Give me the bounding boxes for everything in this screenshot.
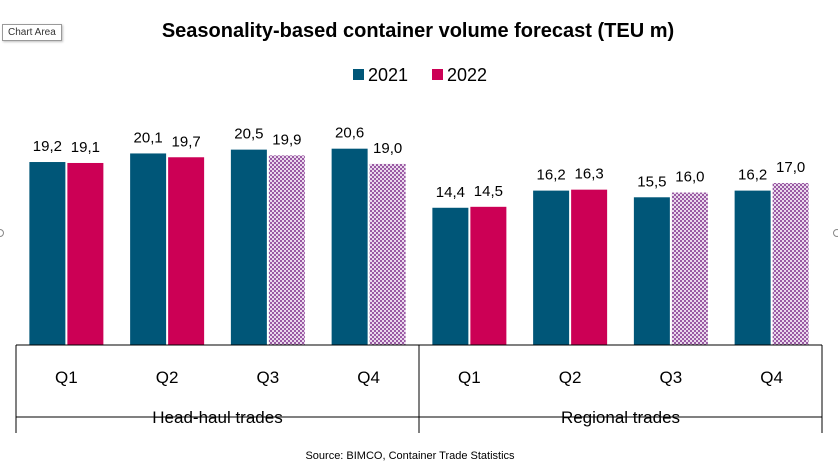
data-label-2022-3: 19,9 xyxy=(272,131,301,148)
bar-2022-6 xyxy=(571,189,608,345)
legend-swatch-2021 xyxy=(353,69,364,80)
data-label-2021-4: 20,6 xyxy=(335,125,364,142)
category-label-4: Q4 xyxy=(357,368,380,387)
bar-2021-3 xyxy=(230,149,267,345)
bar-2022-8 xyxy=(772,182,809,345)
data-label-2022-5: 14,5 xyxy=(474,183,503,200)
category-label-6: Q2 xyxy=(559,368,582,387)
bars: 19,2 19,1 20,1 19,7 20,5 19,9 20,6 19,0 14,4 14,5… xyxy=(29,125,809,345)
bar-2021-6 xyxy=(533,190,570,345)
data-label-2021-7: 15,5 xyxy=(637,173,666,190)
bar-2021-7 xyxy=(633,197,670,345)
bar-2022-2 xyxy=(168,157,205,345)
source-note: Source: BIMCO, Container Trade Statistic… xyxy=(305,450,515,462)
data-label-2022-8: 17,0 xyxy=(776,159,805,176)
data-label-2021-8: 16,2 xyxy=(738,167,767,184)
data-label-2022-2: 19,7 xyxy=(172,133,201,150)
bar-2022-4 xyxy=(369,163,406,345)
data-label-2021-2: 20,1 xyxy=(134,129,163,146)
bar-2022-1 xyxy=(67,162,104,345)
bar-2021-4 xyxy=(331,148,368,345)
category-label-5: Q1 xyxy=(458,368,481,387)
data-label-2021-5: 14,4 xyxy=(436,184,465,201)
legend: 2021 2022 xyxy=(353,65,487,85)
category-axis: Q1 Q2 Q3 Q4 Q1 Q2 Q3 Q4 Head-haul trades Regional… xyxy=(15,344,823,433)
legend-swatch-2022 xyxy=(432,69,443,80)
group-label-2: Regional trades xyxy=(561,408,680,427)
category-label-2: Q2 xyxy=(156,368,179,387)
category-label-7: Q3 xyxy=(660,368,683,387)
data-label-2021-1: 19,2 xyxy=(33,138,62,155)
chart-title: Seasonality-based container volume forec… xyxy=(162,20,674,42)
bar-2021-8 xyxy=(734,190,771,345)
right-resize-handle[interactable] xyxy=(833,229,838,237)
chart-area-tooltip: Chart Area xyxy=(2,24,62,41)
data-label-2022-4: 19,0 xyxy=(373,140,402,157)
category-label-8: Q4 xyxy=(760,368,783,387)
bar-2021-1 xyxy=(29,162,66,345)
data-label-2022-6: 16,3 xyxy=(575,166,604,183)
data-label-2022-7: 16,0 xyxy=(675,169,704,186)
data-label-2021-3: 20,5 xyxy=(234,126,263,143)
bar-2021-2 xyxy=(130,153,167,345)
data-label-2022-1: 19,1 xyxy=(71,139,100,156)
category-label-3: Q3 xyxy=(257,368,280,387)
legend-label-2022: 2022 xyxy=(447,65,487,85)
data-label-2021-6: 16,2 xyxy=(537,167,566,184)
legend-label-2021: 2021 xyxy=(368,65,408,85)
bar-2022-7 xyxy=(671,192,708,345)
group-label-1: Head-haul trades xyxy=(152,408,282,427)
category-label-1: Q1 xyxy=(55,368,78,387)
bar-2022-3 xyxy=(268,155,305,345)
bar-2022-5 xyxy=(470,206,507,345)
bar-2021-5 xyxy=(432,207,469,345)
